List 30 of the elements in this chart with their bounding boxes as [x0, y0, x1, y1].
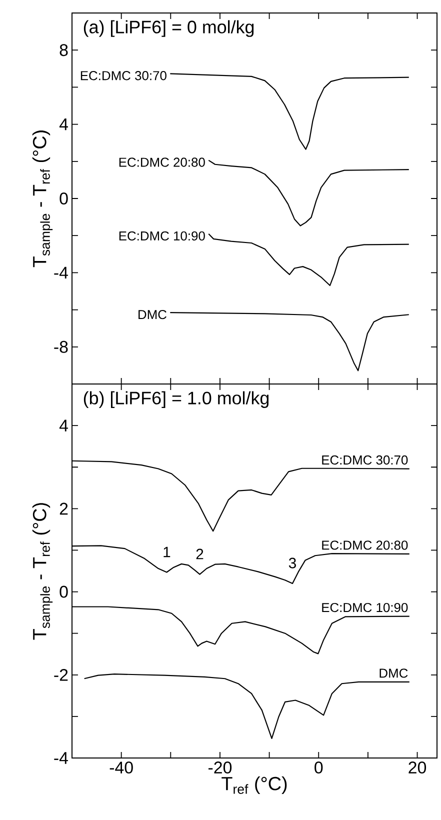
annotation: 1 [164, 546, 170, 558]
x-axis-title: T$_{ref}$ (°C) [222, 776, 287, 794]
y-tick-label: -2 [54, 668, 68, 681]
y-axis-title: T$_{sample}$ - T$_{ref}$ (°C) [32, 130, 53, 268]
legend-label: EC:DMC 30:70 [322, 455, 408, 465]
y-tick-label: 0 [60, 192, 68, 204]
y-tick-label: -4 [54, 266, 68, 279]
x-tick-label: 20 [408, 762, 426, 774]
series-label: DMC [138, 310, 166, 320]
series-label: EC:DMC 20:80 [119, 158, 205, 167]
annotation: 3 [288, 558, 296, 568]
y-tick-label: 8 [60, 44, 68, 56]
chart-title: (a) [LiPF6] = 0 mol/kg [84, 20, 254, 37]
series-label: EC:DMC 10:90 [322, 602, 408, 612]
series-label: EC:DMC 10:90 [119, 231, 205, 240]
chart-title: (b) [LiPF6] = 1.0 mol/kg [84, 391, 269, 408]
y-tick-label: -4 [54, 752, 68, 764]
x-tick-label: -40 [110, 762, 133, 774]
x-tick-label: -20 [208, 762, 232, 774]
x-tick-label: 0 [314, 762, 323, 774]
y-tick-label: 0 [60, 586, 68, 598]
series-label: EC:DMC 30:70 [80, 71, 166, 80]
annotation: 2 [196, 548, 204, 560]
y-tick-label: 4 [59, 420, 68, 432]
y-tick-label: 4 [59, 118, 68, 130]
legend-label: DMC [380, 668, 408, 678]
legend-label: EC:DMC 20:80 [322, 540, 408, 550]
y-tick-label: -8 [54, 340, 68, 353]
y-tick-label: 2 [60, 502, 68, 515]
y-axis-title: T$_{sample}$ - T$_{ref}$ (°C) [32, 503, 53, 640]
